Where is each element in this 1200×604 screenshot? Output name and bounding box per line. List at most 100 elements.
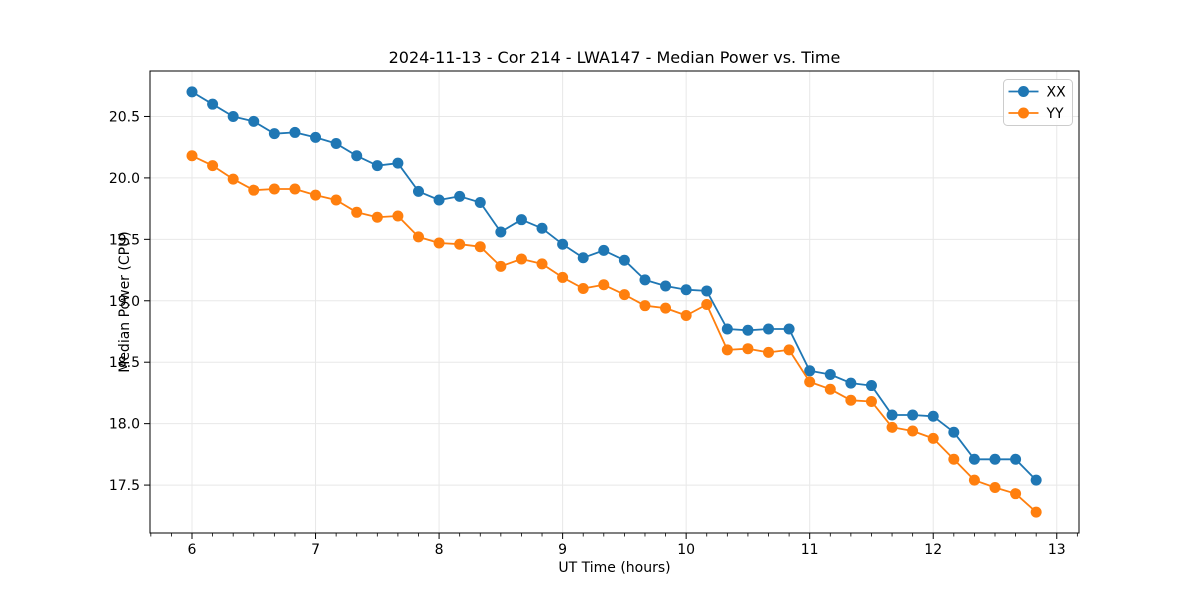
y-axis-tick-label: 19.5 <box>109 232 140 248</box>
data-point-YY <box>186 150 198 162</box>
data-point-YY <box>392 210 404 222</box>
data-point-YY <box>948 453 960 465</box>
y-axis-tick-label: 18.5 <box>109 355 140 371</box>
data-point-XX <box>824 368 836 380</box>
legend-label: YY <box>1046 106 1065 122</box>
y-axis-tick-label: 20.0 <box>109 171 140 187</box>
data-point-YY <box>680 310 692 322</box>
data-point-XX <box>989 453 1001 465</box>
legend-label: XX <box>1047 85 1067 101</box>
data-point-YY <box>433 237 445 249</box>
data-point-YY <box>865 396 877 408</box>
data-point-XX <box>968 453 980 465</box>
data-point-YY <box>742 343 754 355</box>
data-point-XX <box>701 285 713 297</box>
data-point-YY <box>968 474 980 486</box>
data-point-XX <box>618 254 630 266</box>
data-point-YY <box>268 183 280 195</box>
data-point-YY <box>330 194 342 206</box>
data-point-XX <box>289 126 301 138</box>
data-point-XX <box>1030 474 1042 486</box>
data-point-XX <box>886 409 898 421</box>
y-axis-tick-label: 20.5 <box>109 109 140 125</box>
data-point-XX <box>927 410 939 422</box>
data-point-XX <box>660 280 672 292</box>
data-point-XX <box>536 222 548 234</box>
y-axis-tick-label: 19.0 <box>109 294 140 310</box>
data-point-XX <box>783 323 795 335</box>
data-point-YY <box>701 298 713 310</box>
data-point-XX <box>371 160 383 172</box>
y-axis-label: Median Power (CPU) <box>117 231 133 373</box>
data-point-XX <box>227 110 239 122</box>
data-point-YY <box>598 279 610 291</box>
data-point-XX <box>577 252 589 264</box>
y-axis-tick-label: 18.0 <box>109 417 140 433</box>
data-point-XX <box>845 377 857 389</box>
data-point-XX <box>351 150 363 162</box>
data-point-YY <box>721 344 733 356</box>
data-point-YY <box>454 238 466 250</box>
x-axis-tick-label: 11 <box>801 542 819 558</box>
data-point-XX <box>392 157 404 169</box>
data-point-YY <box>495 260 507 272</box>
data-point-YY <box>927 432 939 444</box>
data-point-XX <box>515 214 527 226</box>
data-point-XX <box>186 86 198 98</box>
data-point-YY <box>207 160 219 172</box>
data-point-XX <box>454 190 466 202</box>
data-point-YY <box>660 302 672 314</box>
data-point-YY <box>845 394 857 406</box>
data-point-YY <box>577 282 589 294</box>
data-point-YY <box>310 189 322 201</box>
data-point-YY <box>1010 488 1022 500</box>
data-point-XX <box>412 185 424 197</box>
data-point-XX <box>948 426 960 438</box>
data-point-XX <box>598 244 610 256</box>
y-axis-tick-label: 17.5 <box>109 478 140 494</box>
data-point-XX <box>330 137 342 149</box>
x-axis-tick-label: 12 <box>924 542 942 558</box>
legend-marker <box>1018 107 1029 119</box>
data-point-XX <box>742 324 754 336</box>
data-point-XX <box>721 323 733 335</box>
data-point-XX <box>207 98 219 110</box>
data-point-YY <box>989 482 1001 494</box>
data-point-YY <box>618 289 630 301</box>
data-point-YY <box>515 253 527 265</box>
data-point-YY <box>227 173 239 185</box>
data-point-XX <box>268 128 280 140</box>
data-point-XX <box>433 194 445 206</box>
plot-frame <box>149 70 1080 534</box>
x-axis-tick-label: 6 <box>188 542 197 558</box>
data-point-YY <box>371 211 383 223</box>
data-point-YY <box>557 271 569 283</box>
data-point-XX <box>474 196 486 208</box>
x-axis-tick-label: 9 <box>558 542 567 558</box>
data-point-YY <box>351 206 363 218</box>
x-axis-label: UT Time (hours) <box>558 560 670 576</box>
legend-marker <box>1018 86 1029 97</box>
data-point-XX <box>248 115 260 127</box>
x-axis-tick-label: 13 <box>1048 542 1066 558</box>
data-point-YY <box>536 258 548 270</box>
data-point-XX <box>804 365 816 377</box>
data-point-XX <box>865 380 877 392</box>
data-point-YY <box>763 346 775 358</box>
data-point-XX <box>680 284 692 296</box>
data-point-YY <box>412 231 424 243</box>
data-point-XX <box>639 274 651 286</box>
x-axis-tick-label: 8 <box>435 542 444 558</box>
data-point-YY <box>804 376 816 388</box>
data-point-YY <box>289 183 301 195</box>
data-point-YY <box>248 184 260 196</box>
data-point-XX <box>1010 453 1022 465</box>
data-point-XX <box>907 409 919 421</box>
data-point-YY <box>907 425 919 437</box>
data-point-XX <box>495 226 507 238</box>
data-point-YY <box>824 383 836 395</box>
data-point-XX <box>557 238 569 250</box>
